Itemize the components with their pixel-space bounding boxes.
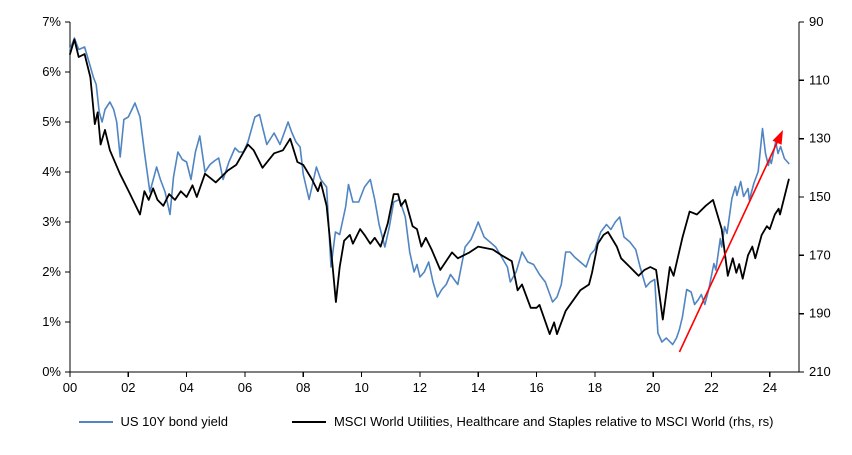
y-right-tick-label: 210 <box>809 364 831 379</box>
x-tick-label: 12 <box>413 380 427 395</box>
x-tick-label: 14 <box>471 380 485 395</box>
msci-relative-line-swatch <box>291 420 326 423</box>
y-right-tick-label: 90 <box>809 14 823 29</box>
trend-arrow-head <box>772 130 783 145</box>
y-left-tick-label: 4% <box>42 164 61 179</box>
y-left-tick-label: 1% <box>42 314 61 329</box>
legend-item-us10y: US 10Y bond yield <box>78 414 228 429</box>
x-tick-label: 22 <box>704 380 718 395</box>
x-tick-label: 02 <box>121 380 135 395</box>
chart-legend: US 10Y bond yield MSCI World Utilities, … <box>0 414 852 429</box>
y-right-tick-label: 130 <box>809 131 831 146</box>
y-left-tick-label: 5% <box>42 114 61 129</box>
y-right-tick-label: 150 <box>809 189 831 204</box>
x-tick-label: 10 <box>354 380 368 395</box>
legend-item-msci-relative: MSCI World Utilities, Healthcare and Sta… <box>291 414 774 429</box>
us10y-line-swatch <box>78 420 113 423</box>
trend-arrow-shaft <box>678 138 780 353</box>
x-tick-label: 16 <box>529 380 543 395</box>
msci-relative-line <box>69 38 790 336</box>
x-tick-label: 04 <box>179 380 193 395</box>
y-left-tick-label: 3% <box>42 214 61 229</box>
x-tick-label: 00 <box>63 380 77 395</box>
x-tick-label: 24 <box>763 380 777 395</box>
y-left-tick-label: 7% <box>42 14 61 29</box>
x-tick-label: 06 <box>238 380 252 395</box>
axes <box>65 21 804 377</box>
legend-label-us10y: US 10Y bond yield <box>120 414 228 429</box>
chart-canvas: 0% 1% 2% 3% 4% 5% 6% 7% 90 110 130 150 170 190 210 00 02… <box>42 14 831 395</box>
legend-label-msci-relative: MSCI World Utilities, Healthcare and Sta… <box>333 414 774 429</box>
y-right-tick-label: 110 <box>809 72 830 87</box>
x-tick-label: 08 <box>296 380 310 395</box>
y-left-tick-label: 6% <box>42 64 61 79</box>
x-tick-label: 20 <box>646 380 660 395</box>
x-tick-label: 18 <box>588 380 602 395</box>
y-right-tick-label: 170 <box>809 247 831 262</box>
y-left-tick-label: 0% <box>42 364 61 379</box>
trend-arrow <box>678 130 783 353</box>
y-right-tick-label: 190 <box>809 306 831 321</box>
y-left-tick-label: 2% <box>42 264 61 279</box>
us-10y-line <box>69 37 790 346</box>
